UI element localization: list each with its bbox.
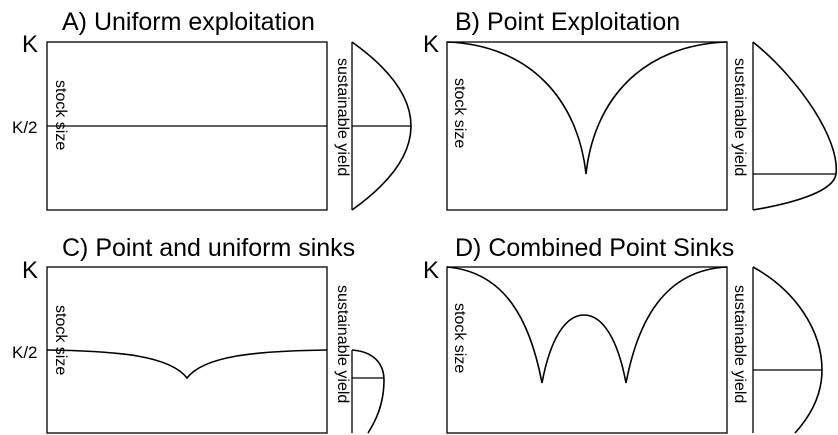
panel-b-yield-label: sustainable yield xyxy=(731,58,748,176)
panel-d-title: D) Combined Point Sinks xyxy=(455,234,734,262)
panel-c-title: C) Point and uniform sinks xyxy=(62,234,355,262)
panel-a-k-label: K xyxy=(22,31,38,58)
panel-c-k-half-label: K/2 xyxy=(12,343,38,362)
panel-c-k-label: K xyxy=(22,257,38,284)
panel-d-yield-curve xyxy=(752,266,823,434)
panel-b-k-label: K xyxy=(423,31,439,58)
panel-c-stock-label: stock size xyxy=(52,305,69,375)
panel-c: C) Point and uniform sinks K K/2 stock s… xyxy=(12,234,385,434)
panel-c-stock-profile xyxy=(46,349,328,380)
panel-a: A) Uniform exploitation K K/2 stock size… xyxy=(12,8,412,211)
panel-d-yield-label: sustainable yield xyxy=(731,285,748,403)
panel-a-title: A) Uniform exploitation xyxy=(62,8,315,36)
panel-d-stock-profile xyxy=(446,266,728,384)
panel-c-yield-curve xyxy=(351,349,385,434)
panel-b-title: B) Point Exploitation xyxy=(455,8,680,36)
panel-d-k-label: K xyxy=(423,257,439,284)
panel-b-yield-curve xyxy=(752,41,837,211)
panel-b-stock-label: stock size xyxy=(451,78,468,148)
panel-b-stock-profile xyxy=(446,41,728,175)
panel-a-k-half-label: K/2 xyxy=(12,118,38,137)
panel-d-stock-label: stock size xyxy=(451,303,468,373)
panel-a-stock-label: stock size xyxy=(52,80,69,150)
panel-b-stock-box xyxy=(446,41,728,211)
panel-a-yield-label: sustainable yield xyxy=(334,58,351,176)
panel-b: B) Point Exploitation K stock size susta… xyxy=(423,8,837,211)
panel-d-stock-box xyxy=(446,266,728,434)
panel-d: D) Combined Point Sinks K stock size sus… xyxy=(423,234,823,434)
panel-c-stock-box xyxy=(46,266,328,434)
panel-c-yield-label: sustainable yield xyxy=(334,285,351,403)
